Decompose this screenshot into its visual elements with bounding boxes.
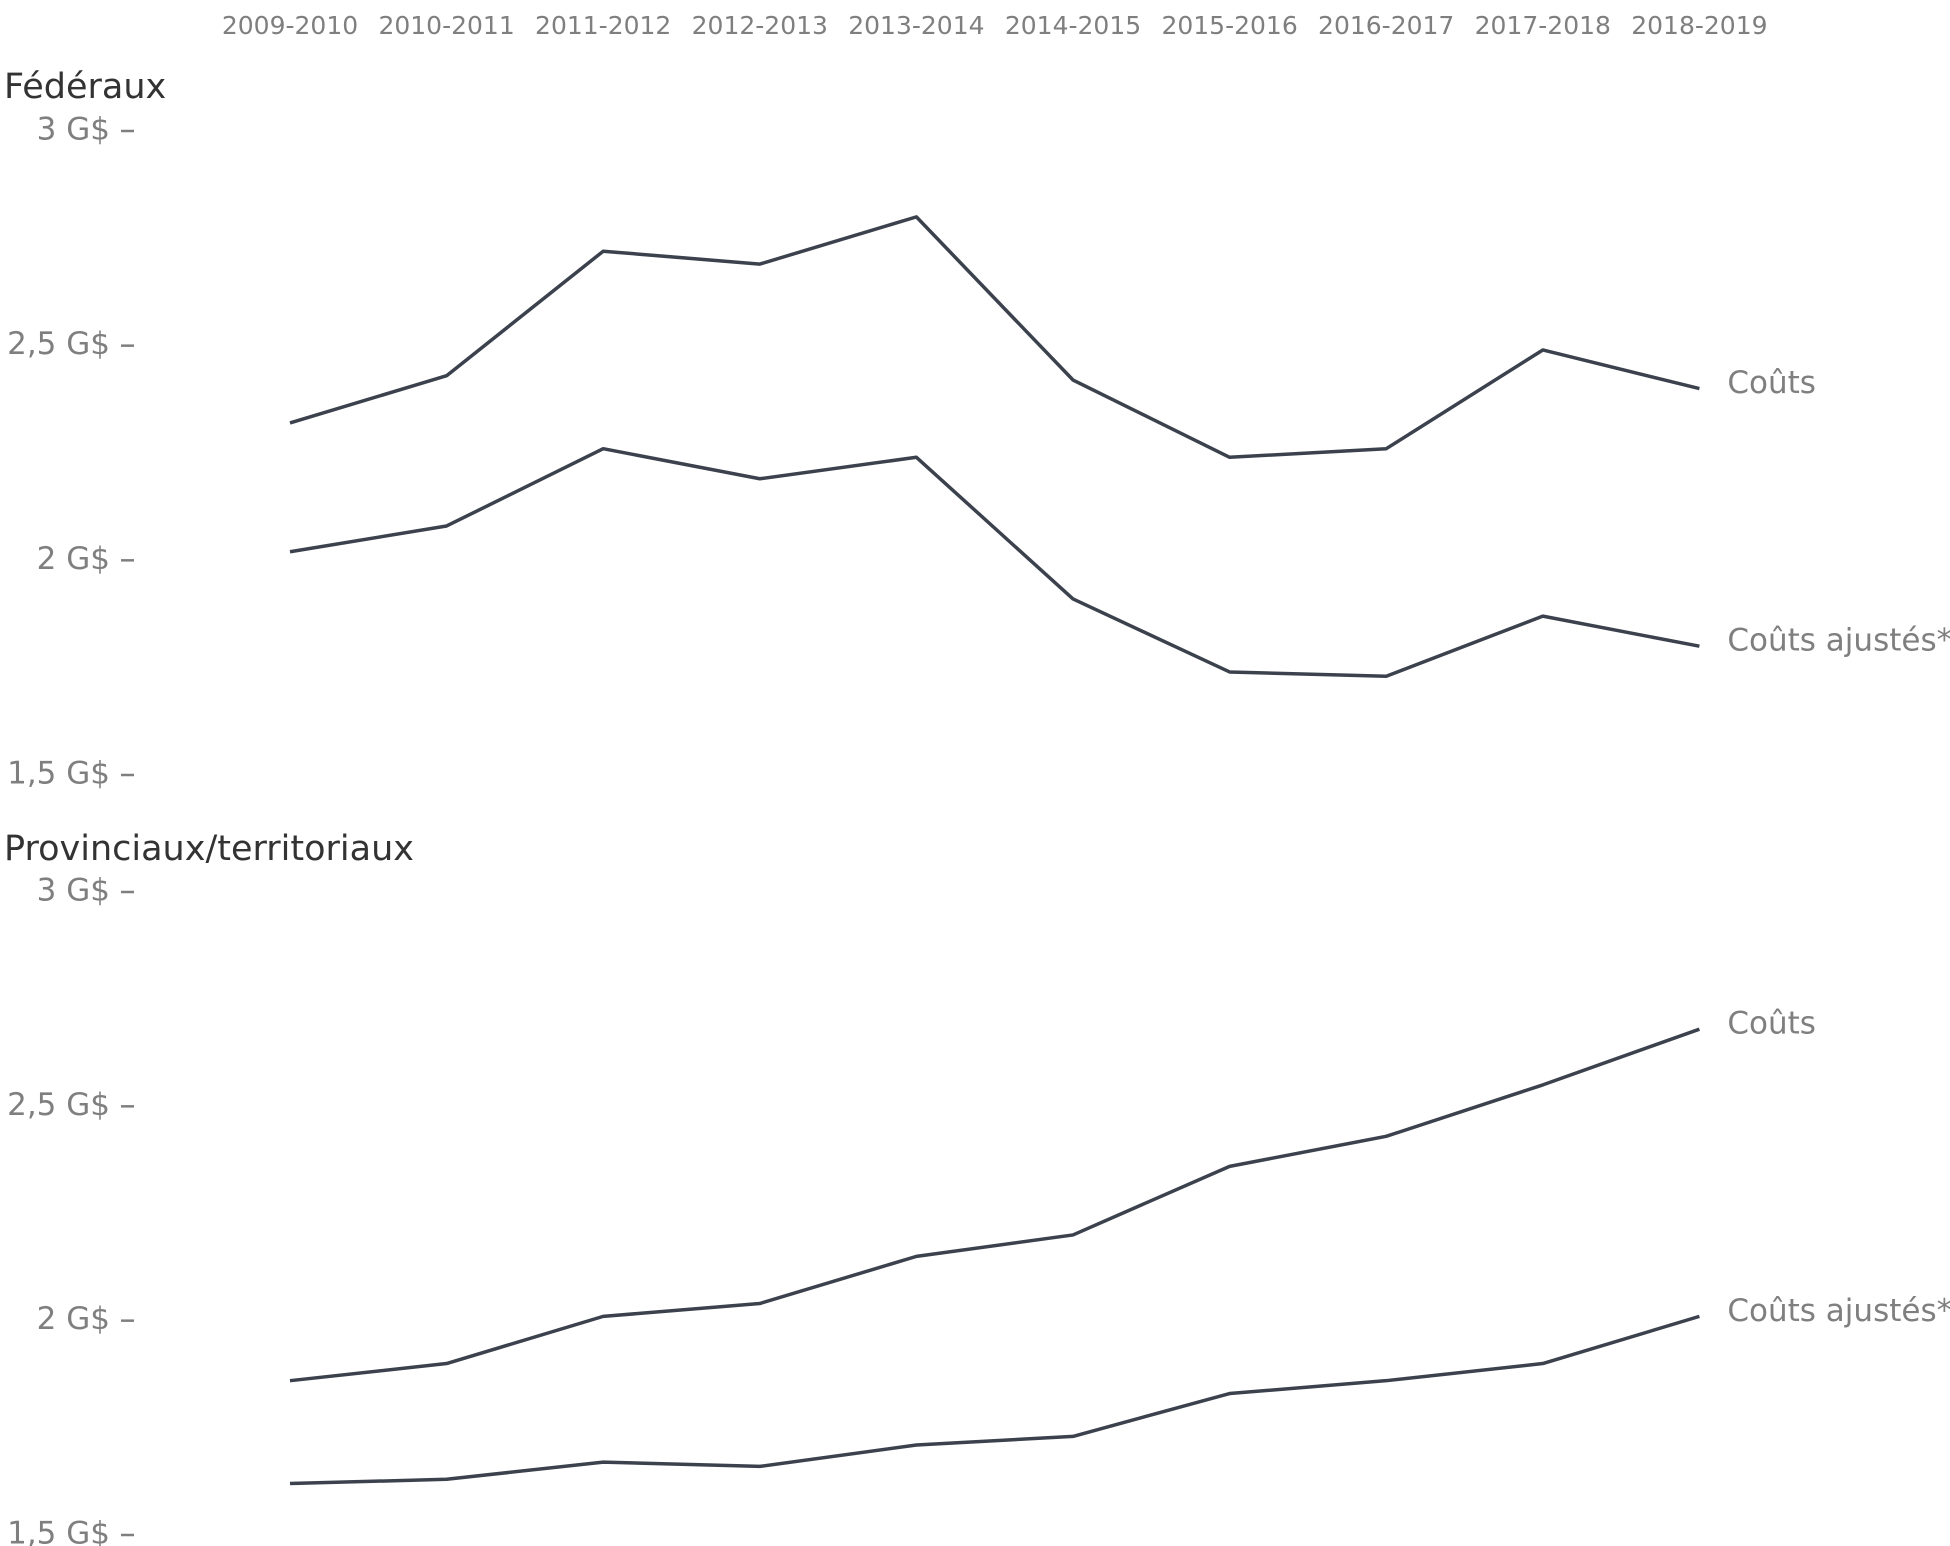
panel-title: Fédéraux	[4, 67, 166, 107]
series-line	[289, 1027, 1700, 1383]
panel-title: Provinciaux/territoriaux	[4, 829, 414, 869]
series-line	[289, 1314, 1700, 1486]
x-tick-label: 2010-2011	[378, 11, 514, 40]
series-line	[289, 446, 1700, 679]
x-tick-label: 2016-2017	[1318, 11, 1454, 40]
y-tick-label: 3 G$	[37, 112, 110, 148]
y-tick-label: 2,5 G$	[7, 326, 110, 362]
series-label: Coûts ajustés*	[1727, 1293, 1950, 1329]
series-label: Coûts	[1727, 1006, 1816, 1042]
series-label: Coûts	[1727, 365, 1816, 401]
y-tick-label: 2 G$	[37, 1301, 110, 1337]
series-line	[289, 215, 1700, 460]
x-tick-label: 2009-2010	[222, 11, 358, 40]
y-tick-label: 1,5 G$	[7, 1516, 110, 1546]
y-tick-label: 1,5 G$	[7, 756, 110, 792]
series-label: Coûts ajustés*	[1727, 623, 1950, 659]
x-tick-label: 2017-2018	[1475, 11, 1611, 40]
x-tick-label: 2018-2019	[1631, 11, 1767, 40]
x-tick-label: 2015-2016	[1161, 11, 1297, 40]
x-tick-label: 2012-2013	[692, 11, 828, 40]
y-tick-label: 2,5 G$	[7, 1087, 110, 1123]
y-tick-label: 2 G$	[37, 541, 110, 577]
y-tick-label: 3 G$	[37, 873, 110, 909]
x-tick-label: 2011-2012	[535, 11, 671, 40]
x-tick-label: 2013-2014	[848, 11, 984, 40]
x-tick-label: 2014-2015	[1005, 11, 1141, 40]
